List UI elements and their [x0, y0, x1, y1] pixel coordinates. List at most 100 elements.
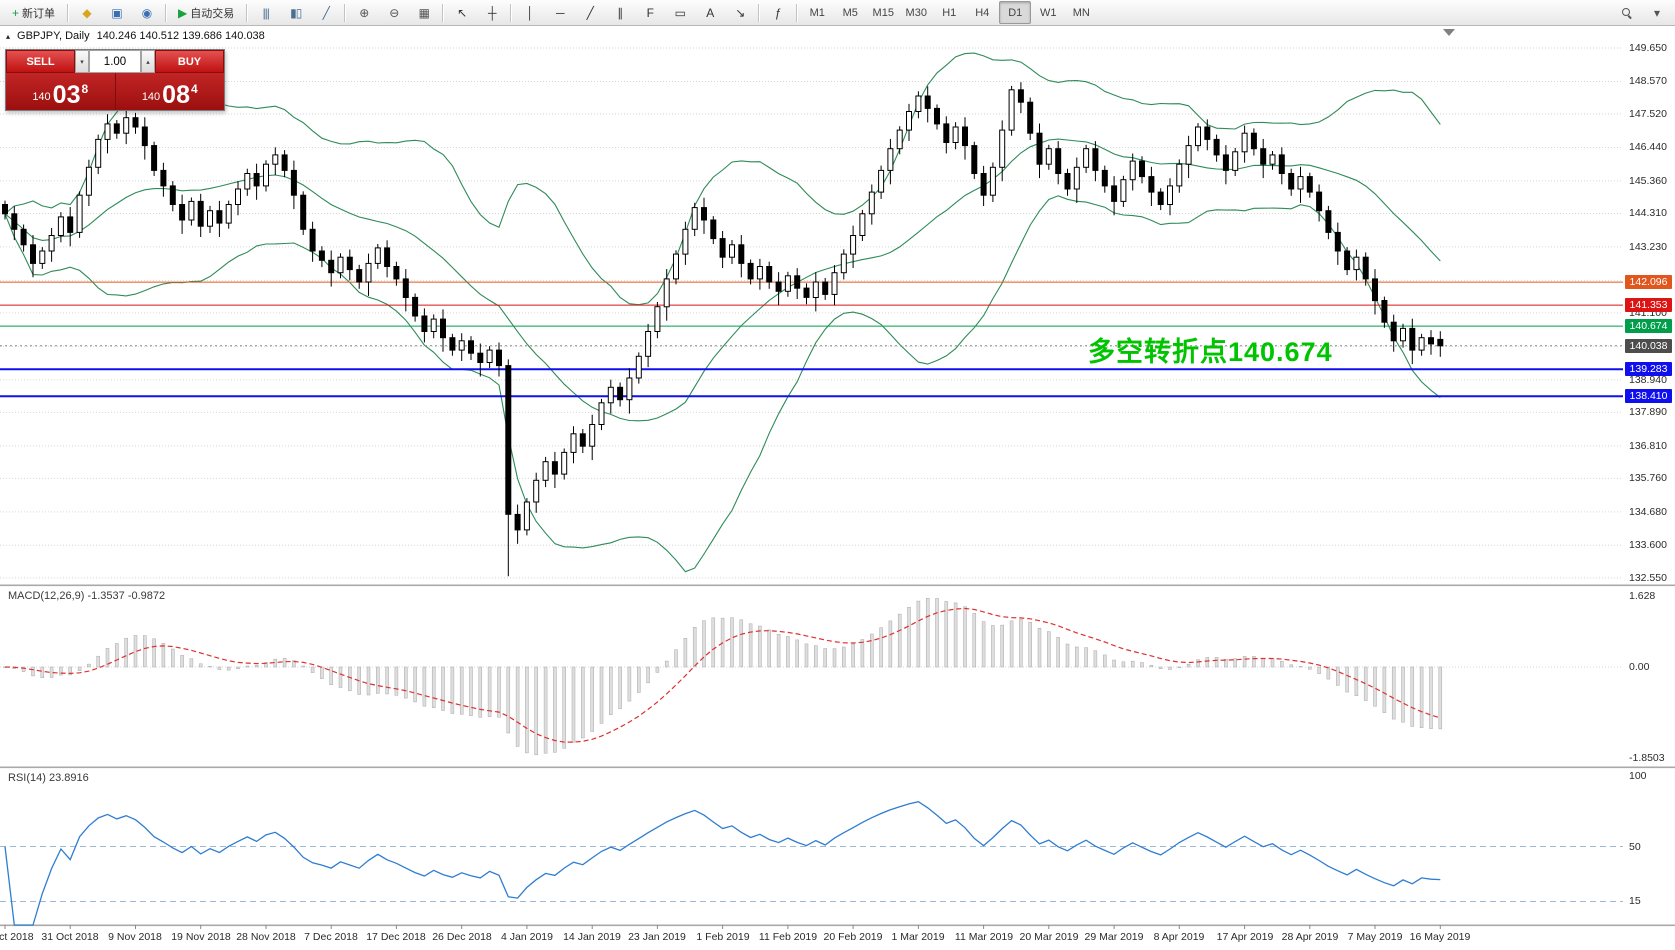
metaquotes-button[interactable]: ◆: [72, 1, 101, 24]
timeframe-button-m1[interactable]: M1: [809, 6, 825, 19]
date-axis-label: 23 Jan 2019: [628, 931, 686, 943]
timeframe-button-m15[interactable]: M15: [872, 6, 894, 19]
crosshair-icon: ┼: [487, 5, 496, 20]
date-axis-label: 17 Apr 2019: [1216, 931, 1274, 943]
timeframe-button-w1[interactable]: W1: [1040, 6, 1057, 19]
timeframe-button-m5[interactable]: M5: [842, 6, 858, 19]
metaquotes-icon: ◆: [82, 5, 91, 20]
candlestick-chart-button[interactable]: ▮▯: [281, 1, 310, 24]
date-axis-label: 29 Mar 2019: [1084, 931, 1144, 943]
pivot-annotation[interactable]: 多空转折点140.674: [1088, 337, 1333, 367]
rsi-indicator-label: RSI(14) 23.8916: [8, 772, 89, 784]
sell-price-prefix: 140: [32, 91, 51, 103]
date-axis-label: 31 Oct 2018: [41, 931, 99, 943]
channel-button[interactable]: ∥: [605, 1, 634, 24]
date-axis-label: 26 Dec 2018: [432, 931, 492, 943]
sell-button[interactable]: SELL: [6, 50, 75, 73]
chart-area[interactable]: ▴ GBPJPY, Daily 140.246 140.512 139.686 …: [0, 26, 1675, 950]
trendline-button[interactable]: ╱: [575, 1, 604, 24]
volume-decrease-button[interactable]: ▾: [75, 50, 89, 73]
horizontal-line-icon: ─: [555, 5, 564, 20]
price-axis-label: 144.310: [1629, 207, 1667, 219]
date-axis-label: 1 Mar 2019: [891, 931, 945, 943]
price-axis-label: 135.760: [1629, 472, 1667, 484]
macd-indicator-label: MACD(12,26,9) -1.3537 -0.9872: [8, 590, 166, 602]
search-button[interactable]: [1612, 1, 1641, 24]
line-chart-button[interactable]: ╱: [311, 1, 340, 24]
zoom-out-button[interactable]: ⊖: [379, 1, 408, 24]
toolbar-separator: [246, 3, 248, 22]
volume-input[interactable]: [89, 50, 141, 73]
volume-increase-button[interactable]: ▴: [141, 50, 155, 73]
new-order-button[interactable]: + 新订单: [4, 1, 63, 24]
search-icon: [1621, 7, 1633, 19]
price-tag-138.410: 138.410: [1625, 389, 1672, 403]
date-axis-label: 14 Jan 2019: [563, 931, 621, 943]
candles-layer: [2, 82, 1444, 577]
text-icon: A: [706, 5, 714, 20]
buy-price-display[interactable]: 140 08 4: [114, 73, 225, 110]
text-button[interactable]: A: [695, 1, 724, 24]
indicators-button[interactable]: ƒ: [763, 1, 792, 24]
toolbar-menu-button[interactable]: ▾: [1642, 1, 1671, 24]
zoom-in-button[interactable]: ⊕: [349, 1, 378, 24]
shapes-button[interactable]: ▭: [665, 1, 694, 24]
arrows-button[interactable]: ↘: [725, 1, 754, 24]
new-order-icon: +: [12, 5, 19, 20]
buy-button[interactable]: BUY: [155, 50, 224, 73]
tile-windows-icon: ▦: [418, 5, 430, 20]
charts-button[interactable]: ▣: [102, 1, 131, 24]
price-tag-140.038: 140.038: [1625, 339, 1672, 353]
price-axis-label: 136.810: [1629, 440, 1667, 452]
toolbar-separator: [165, 3, 167, 22]
price-axis-label: 132.550: [1629, 572, 1667, 584]
timeframe-button-d1[interactable]: D1: [999, 1, 1032, 24]
horizontal-line-button[interactable]: ─: [545, 1, 574, 24]
macd-axis-label: -1.8503: [1629, 752, 1665, 764]
price-axis-label: 143.230: [1629, 241, 1667, 253]
symbol-marker-icon: ▴: [6, 31, 11, 41]
date-axis-label: 20 Feb 2019: [823, 931, 883, 943]
price-tag-141.353: 141.353: [1625, 298, 1672, 312]
cursor-icon: ↖: [457, 5, 467, 20]
trendline-icon: ╱: [586, 5, 594, 20]
channel-icon: ∥: [617, 5, 623, 20]
timeframe-button-h4[interactable]: H4: [975, 6, 990, 19]
candlestick-chart-icon: ▮▯: [290, 5, 302, 20]
price-tag-142.096: 142.096: [1625, 275, 1672, 289]
toolbar-separator: [796, 3, 798, 22]
zoom-out-icon: ⊖: [389, 5, 399, 20]
cursor-button[interactable]: ↖: [447, 1, 476, 24]
indicators-icon: ƒ: [774, 5, 782, 20]
fibonacci-icon: F: [646, 5, 654, 20]
trade-prices-row: 140 03 8 140 08 4: [6, 73, 224, 110]
date-axis-label: 20 Mar 2019: [1019, 931, 1079, 943]
community-icon: ◉: [141, 5, 153, 20]
buy-price-pip: 4: [190, 82, 198, 96]
vertical-line-button[interactable]: │: [515, 1, 544, 24]
chart-shift-marker-icon[interactable]: [1443, 29, 1455, 36]
toolbar-separator: [67, 3, 69, 22]
macd-histogram: [3, 598, 1443, 756]
toolbar-separator: [758, 3, 760, 22]
autotrading-button-label: 自动交易: [190, 7, 235, 20]
rsi-axis-label: 15: [1629, 895, 1641, 907]
fibonacci-button[interactable]: F: [635, 1, 664, 24]
date-axis-label: 17 Dec 2018: [366, 931, 426, 943]
autotrading-icon: ▶: [178, 5, 187, 20]
timeframe-button-mn[interactable]: MN: [1072, 6, 1090, 19]
crosshair-button[interactable]: ┼: [477, 1, 506, 24]
chart-canvas[interactable]: [0, 26, 1675, 950]
date-axis-label: 8 Apr 2019: [1153, 931, 1205, 943]
symbol-ohlc-values: 140.246 140.512 139.686 140.038: [96, 30, 265, 42]
timeframe-button-h1[interactable]: H1: [942, 6, 957, 19]
sell-price-display[interactable]: 140 03 8: [6, 73, 115, 110]
community-button[interactable]: ◉: [132, 1, 161, 24]
price-axis-label: 148.570: [1629, 75, 1667, 87]
timeframe-button-m30[interactable]: M30: [905, 6, 927, 19]
autotrading-button[interactable]: ▶ 自动交易: [170, 1, 242, 24]
tile-windows-button[interactable]: ▦: [409, 1, 438, 24]
vertical-line-icon: │: [526, 5, 534, 20]
arrows-icon: ↘: [735, 5, 745, 20]
bar-chart-button[interactable]: |||: [251, 1, 280, 24]
